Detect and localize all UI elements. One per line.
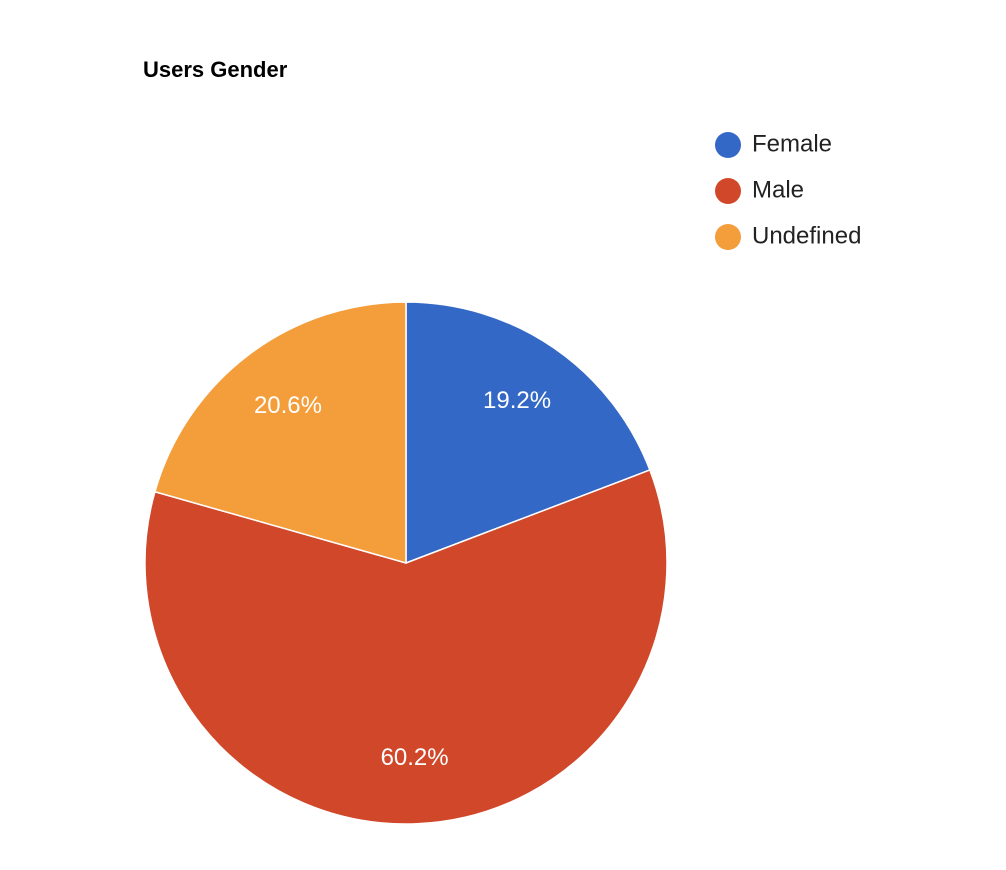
data-label: 20.6% — [254, 392, 322, 419]
legend-marker — [715, 132, 741, 158]
chart-title: Users Gender — [143, 57, 288, 82]
legend-marker — [715, 178, 741, 204]
pie-slice — [144, 469, 668, 825]
legend-label: Female — [752, 130, 832, 157]
data-label: 60.2% — [381, 744, 449, 771]
legend-marker — [715, 224, 741, 250]
data-label: 19.2% — [483, 387, 551, 414]
pie-slice — [405, 301, 651, 565]
legend-label: Undefined — [752, 222, 861, 249]
legend-label: Male — [752, 176, 804, 203]
pie-slice — [153, 301, 407, 564]
